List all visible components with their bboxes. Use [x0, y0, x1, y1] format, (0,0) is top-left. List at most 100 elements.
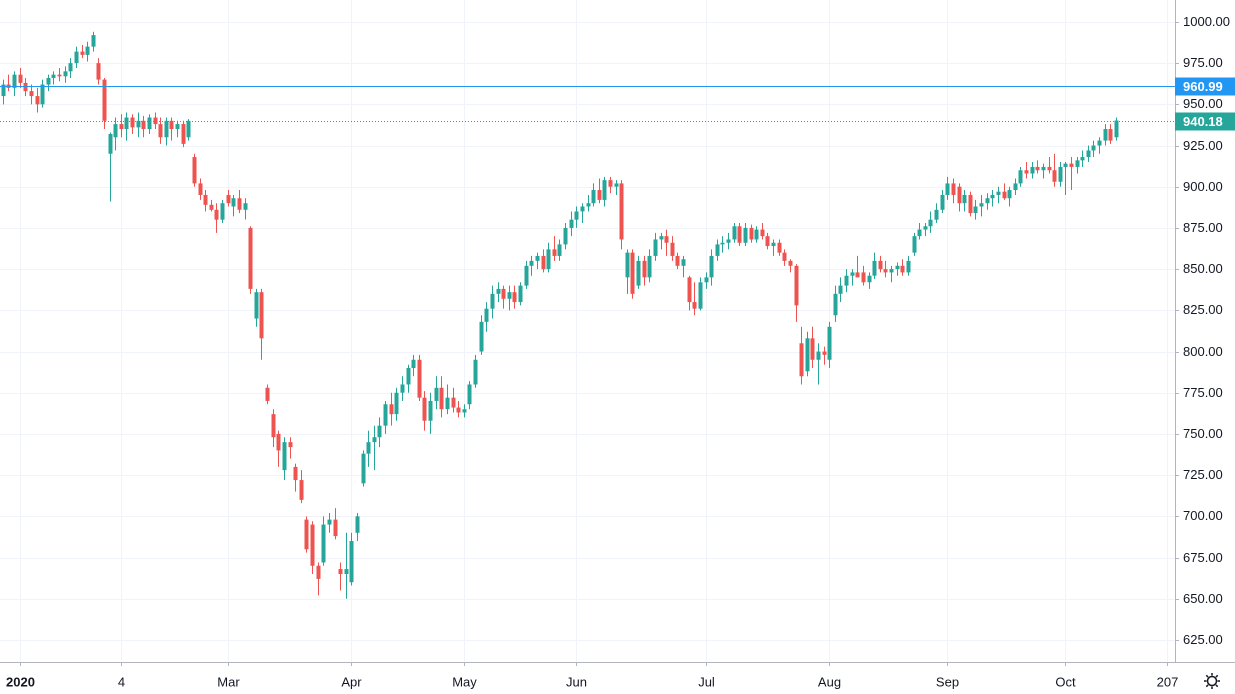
candle-body: [192, 157, 197, 184]
candle-body: [467, 384, 472, 405]
candle-body: [40, 84, 45, 105]
candle-body: [990, 194, 995, 199]
candle-body: [355, 516, 360, 533]
candle-body: [411, 359, 416, 368]
candle-body: [720, 242, 725, 245]
candle-body: [1024, 170, 1029, 174]
x-tick-label: Mar: [217, 674, 240, 689]
candle-body: [586, 203, 591, 207]
y-tick-label: 825.00: [1183, 302, 1223, 317]
candle-body: [591, 190, 596, 204]
y-tick-label: 875.00: [1183, 220, 1223, 235]
candle-body: [900, 265, 905, 273]
y-tick-label: 1000.00: [1183, 14, 1230, 29]
candle-body: [692, 302, 697, 309]
x-tick-label: Oct: [1055, 674, 1076, 689]
candle-body: [743, 227, 748, 243]
settings-icon[interactable]: [1204, 673, 1220, 689]
candle-body: [29, 91, 34, 97]
candle-body: [1103, 129, 1108, 141]
candle-body: [68, 63, 73, 72]
candle-body: [316, 565, 321, 579]
candle-body: [782, 252, 787, 261]
candle-body: [417, 359, 422, 398]
candle-body: [484, 308, 489, 322]
candle-body: [951, 183, 956, 195]
candle-body: [878, 260, 883, 270]
candle-body: [293, 466, 298, 481]
candle-body: [113, 124, 118, 138]
candle-body: [771, 242, 776, 247]
candle-body: [563, 227, 568, 245]
candle-body: [1030, 166, 1035, 174]
candle-body: [749, 227, 754, 240]
candle-body: [299, 480, 304, 500]
candle-body: [1052, 170, 1057, 182]
candle-body: [945, 183, 950, 195]
candle-body: [428, 400, 433, 421]
candle-body: [288, 442, 293, 448]
candle-body: [439, 387, 444, 410]
candle-body: [659, 236, 664, 240]
candle-body: [490, 293, 495, 309]
candle-body: [130, 117, 135, 128]
price-label-box: [1175, 77, 1235, 96]
y-tick-label: 700.00: [1183, 508, 1223, 523]
candle-body: [203, 194, 208, 205]
candle-body: [209, 204, 214, 210]
candle-body: [96, 63, 101, 80]
candle-body: [220, 203, 225, 220]
candle-body: [327, 519, 332, 525]
candle-body: [912, 236, 917, 253]
candle-body: [231, 198, 236, 207]
candle-body: [664, 236, 669, 243]
candle-body: [422, 397, 427, 421]
y-tick-label: 850.00: [1183, 261, 1223, 276]
x-tick-label: Jul: [698, 674, 715, 689]
candle-body: [732, 226, 737, 240]
candle-body: [608, 180, 613, 187]
candle-body: [74, 51, 79, 64]
candle-body: [1035, 166, 1040, 171]
candle-body: [304, 519, 309, 550]
candle-body: [333, 519, 338, 537]
candle-body: [861, 272, 866, 283]
candle-body: [917, 229, 922, 237]
candle-body: [822, 351, 827, 355]
candle-body: [136, 120, 141, 128]
y-tick-label: 900.00: [1183, 179, 1223, 194]
candle-body: [479, 321, 484, 352]
candle-body: [1002, 191, 1007, 199]
candle-body: [237, 198, 242, 210]
candle-body: [35, 96, 40, 105]
x-tick-label: Jun: [566, 674, 587, 689]
candle-body: [687, 277, 692, 303]
candle-body: [788, 260, 793, 266]
candle-body: [636, 260, 641, 286]
candle-body: [254, 292, 259, 319]
candle-body: [389, 404, 394, 415]
candle-body: [1086, 150, 1091, 158]
candle-body: [973, 206, 978, 214]
candle-body: [63, 71, 68, 77]
candle-body: [850, 272, 855, 276]
candle-body: [153, 117, 158, 125]
candle-body: [968, 194, 973, 214]
candle-body: [445, 397, 450, 410]
candle-body: [675, 255, 680, 266]
y-tick-label: 650.00: [1183, 591, 1223, 606]
candle-body: [214, 209, 219, 220]
axis-labels: 625.00 650.00 675.00 700.00 725.00 750.00 775.…: [6, 14, 1235, 689]
candle-body: [979, 203, 984, 207]
candle-body: [366, 442, 371, 454]
y-tick-label: 925.00: [1183, 138, 1223, 153]
candle-body: [186, 120, 191, 138]
y-tick-label: 950.00: [1183, 96, 1223, 111]
candle-body: [957, 186, 962, 204]
candle-body: [1007, 190, 1012, 199]
candle-body: [1041, 166, 1046, 171]
candle-body: [518, 285, 523, 303]
candle-body: [794, 265, 799, 306]
candle-body: [271, 414, 276, 438]
candle-body: [557, 244, 562, 256]
